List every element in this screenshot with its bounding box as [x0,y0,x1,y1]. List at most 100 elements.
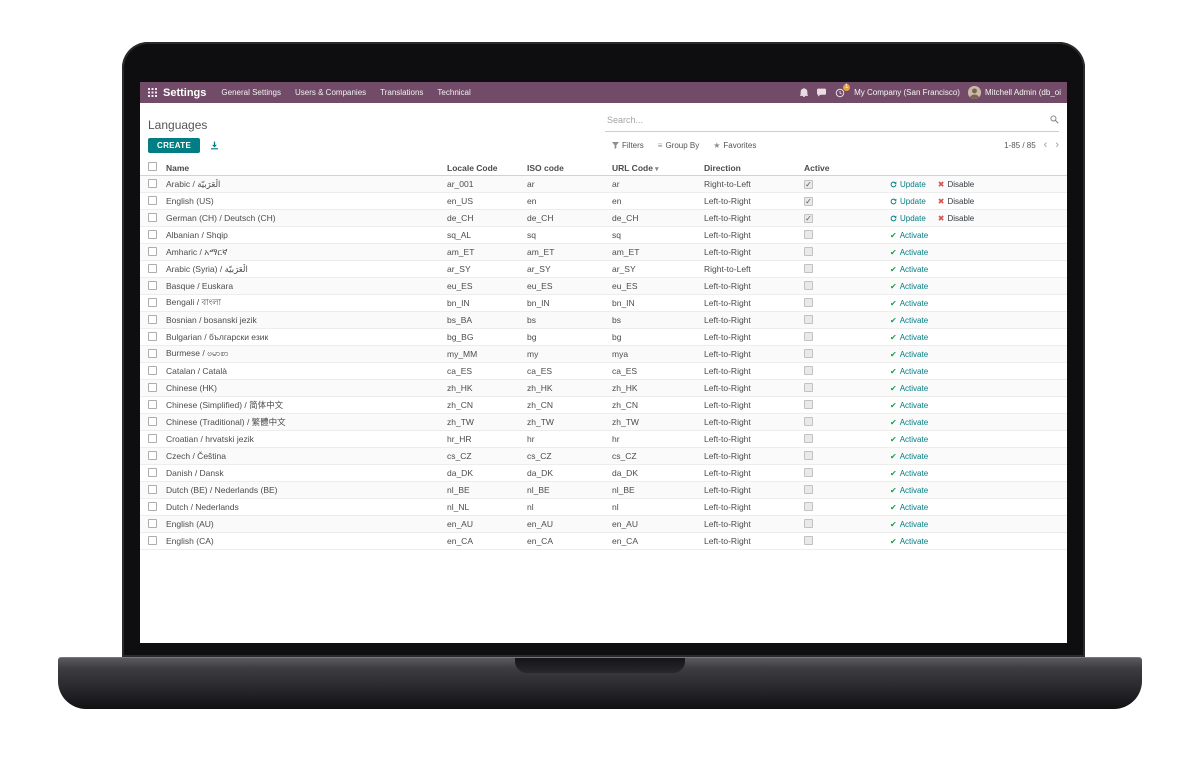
language-name[interactable]: Catalan / Català [166,366,227,376]
row-checkbox[interactable] [148,535,157,545]
user-menu[interactable]: Mitchell Admin (db_oi [984,88,1061,97]
row-checkbox[interactable] [148,433,157,443]
pager-previous-icon[interactable]: ‹ [1043,139,1048,151]
row-checkbox[interactable] [148,246,157,256]
activate-button[interactable]: ✔ Activate [890,434,929,444]
activate-button[interactable]: ✔ Activate [890,247,929,257]
row-checkbox[interactable] [148,331,157,341]
select-all-checkbox[interactable] [148,162,157,171]
language-name[interactable]: Burmese / ဗမာစာ [166,347,229,358]
breadcrumb[interactable]: Languages [148,118,208,132]
update-button[interactable]: Update [890,197,926,206]
language-name[interactable]: Croatian / hrvatski jezik [166,434,254,444]
language-name[interactable]: English (CA) [166,536,214,546]
row-checkbox[interactable] [148,416,157,426]
table-row[interactable]: Basque / Euskara eu_ES eu_ES eu_ES Left-… [140,278,1067,295]
activate-button[interactable]: ✔ Activate [890,366,929,376]
row-checkbox[interactable] [148,195,157,205]
filters-button[interactable]: Filters [612,141,644,150]
export-icon[interactable] [210,141,219,150]
activate-button[interactable]: ✔ Activate [890,519,929,529]
messages-icon[interactable] [817,88,827,97]
apps-menu-icon[interactable] [148,88,157,97]
table-row[interactable]: Arabic (Syria) / الْعَرَبيّة ar_SY ar_SY… [140,261,1067,278]
activate-button[interactable]: ✔ Activate [890,332,929,342]
language-name[interactable]: Bosnian / bosanski jezik [166,315,257,325]
disable-button[interactable]: ✖ Disable [937,179,975,189]
table-row[interactable]: Chinese (Traditional) / 繁體中文 zh_TW zh_TW… [140,414,1067,431]
activate-button[interactable]: ✔ Activate [890,417,929,427]
row-checkbox[interactable] [148,399,157,409]
header-active[interactable]: Active [804,162,830,173]
table-row[interactable]: Dutch / Nederlands nl_NL nl nl Left-to-R… [140,499,1067,516]
row-checkbox[interactable] [148,212,157,222]
language-name[interactable]: Bengali / বাংলা [166,297,222,307]
table-row[interactable]: Chinese (HK) zh_HK zh_HK zh_HK Left-to-R… [140,380,1067,397]
activate-button[interactable]: ✔ Activate [890,502,929,512]
disable-button[interactable]: ✖ Disable [937,213,975,223]
language-name[interactable]: English (AU) [166,519,214,529]
table-row[interactable]: Dutch (BE) / Nederlands (BE) nl_BE nl_BE… [140,482,1067,499]
group-by-button[interactable]: ≡ Group By [658,141,699,150]
header-direction[interactable]: Direction [704,162,741,173]
table-row[interactable]: Amharic / አማርኛ am_ET am_ET am_ET Left-to… [140,244,1067,261]
language-name[interactable]: Chinese (Simplified) / 简体中文 [166,400,284,410]
table-row[interactable]: Croatian / hrvatski jezik hr_HR hr hr Le… [140,431,1067,448]
language-name[interactable]: Arabic / الْعَرَبيّة [166,178,221,189]
language-name[interactable]: Dutch (BE) / Nederlands (BE) [166,485,278,495]
menu-technical[interactable]: Technical [437,88,471,97]
update-button[interactable]: Update [890,180,926,189]
activate-button[interactable]: ✔ Activate [890,281,929,291]
table-row[interactable]: Bulgarian / български език bg_BG bg bg L… [140,329,1067,346]
language-name[interactable]: Chinese (Traditional) / 繁體中文 [166,417,286,427]
pager-next-icon[interactable]: › [1055,139,1059,151]
table-row[interactable]: Bosnian / bosanski jezik bs_BA bs bs Lef… [140,312,1067,329]
company-switcher[interactable]: My Company (San Francisco) [854,88,960,97]
row-checkbox[interactable] [148,348,157,358]
header-iso-code[interactable]: ISO code [527,162,564,173]
row-checkbox[interactable] [148,229,157,239]
table-row[interactable]: Albanian / Shqip sq_AL sq sq Left-to-Rig… [140,227,1067,244]
table-row[interactable]: Burmese / ဗမာစာ my_MM my mya Left-to-Rig… [140,346,1067,363]
table-row[interactable]: German (CH) / Deutsch (CH) de_CH de_CH d… [140,210,1067,227]
row-checkbox[interactable] [148,518,157,528]
activate-button[interactable]: ✔ Activate [890,349,929,359]
activate-button[interactable]: ✔ Activate [890,230,929,240]
favorites-button[interactable]: ★ Favorites [713,141,756,150]
language-name[interactable]: Amharic / አማርኛ [166,246,228,257]
table-row[interactable]: Arabic / الْعَرَبيّة ar_001 ar ar Right-… [140,176,1067,193]
activate-button[interactable]: ✔ Activate [890,468,929,478]
language-name[interactable]: Czech / Čeština [166,451,226,461]
bell-icon[interactable] [800,88,809,97]
menu-translations[interactable]: Translations [380,88,424,97]
update-button[interactable]: Update [890,214,926,223]
header-name[interactable]: Name [166,162,190,173]
language-name[interactable]: Danish / Dansk [166,468,224,478]
language-name[interactable]: Arabic (Syria) / الْعَرَبيّة [166,263,248,274]
language-name[interactable]: Albanian / Shqip [166,230,228,240]
row-checkbox[interactable] [148,501,157,511]
language-name[interactable]: Basque / Euskara [166,281,234,291]
row-checkbox[interactable] [148,365,157,375]
activate-button[interactable]: ✔ Activate [890,400,929,410]
activities-icon[interactable]: 1 [835,83,851,98]
language-name[interactable]: Chinese (HK) [166,383,218,393]
search-icon[interactable] [1050,111,1059,129]
search-input[interactable] [607,115,1043,125]
header-url-code[interactable]: URL Code ▾ [612,162,659,173]
menu-users-companies[interactable]: Users & Companies [295,88,367,97]
row-checkbox[interactable] [148,382,157,392]
language-name[interactable]: Bulgarian / български език [166,332,269,342]
activate-button[interactable]: ✔ Activate [890,298,929,308]
row-checkbox[interactable] [148,178,157,188]
table-row[interactable]: Danish / Dansk da_DK da_DK da_DK Left-to… [140,465,1067,482]
row-checkbox[interactable] [148,467,157,477]
activate-button[interactable]: ✔ Activate [890,264,929,274]
language-name[interactable]: German (CH) / Deutsch (CH) [166,213,276,223]
activate-button[interactable]: ✔ Activate [890,485,929,495]
table-row[interactable]: Catalan / Català ca_ES ca_ES ca_ES Left-… [140,363,1067,380]
row-checkbox[interactable] [148,280,157,290]
activate-button[interactable]: ✔ Activate [890,536,929,546]
activate-button[interactable]: ✔ Activate [890,315,929,325]
table-row[interactable]: English (CA) en_CA en_CA en_CA Left-to-R… [140,533,1067,550]
